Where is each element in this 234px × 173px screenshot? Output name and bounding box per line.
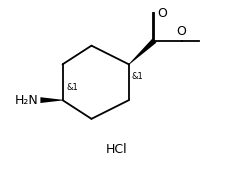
Text: O: O [177,25,187,38]
Text: O: O [157,7,167,20]
Polygon shape [129,38,156,65]
Text: &1: &1 [132,72,143,81]
Polygon shape [40,97,62,103]
Text: HCl: HCl [106,143,128,156]
Text: H₂N: H₂N [15,94,39,107]
Text: &1: &1 [67,83,79,92]
